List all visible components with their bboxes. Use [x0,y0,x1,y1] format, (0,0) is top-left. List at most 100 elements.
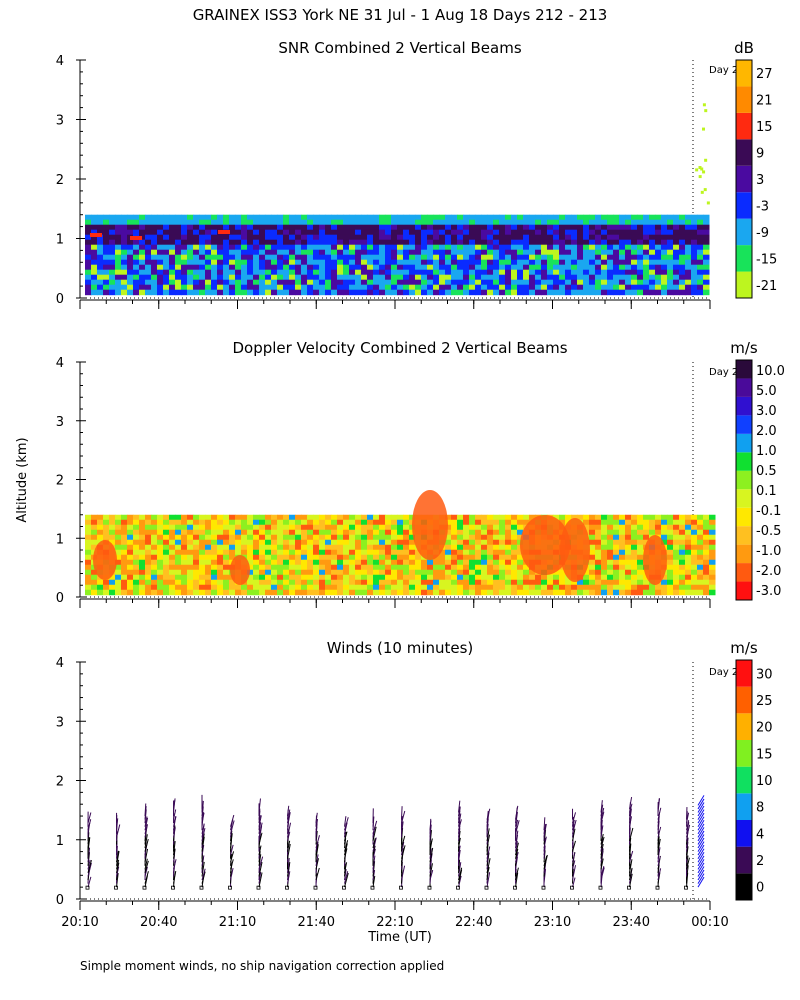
velocity-cell [697,549,704,556]
snr-cell [85,224,92,231]
snr-cell [157,249,164,256]
velocity-cell [529,514,536,521]
snr-cell [211,229,218,236]
snr-cell [655,284,662,291]
wind-barb [458,800,461,813]
snr-cell [103,229,110,236]
snr-cell [607,264,614,271]
snr-cell [691,264,698,271]
footer-note: Simple moment winds, no ship navigation … [80,959,444,973]
snr-cell [685,224,692,231]
snr-cell [589,264,596,271]
velocity-cell [157,559,164,566]
snr-cell [319,239,326,246]
wind-barb [629,859,633,874]
velocity-cell [481,554,488,561]
snr-cell [415,214,422,221]
velocity-cell [685,589,692,596]
snr-cell [325,289,332,296]
velocity-colorbar-label: -0.5 [756,524,781,539]
velocity-cell [403,559,410,566]
wind-barb [572,840,576,852]
snr-cell [619,229,626,236]
snr-cell [439,264,446,271]
snr-cell [499,234,506,241]
snr-cell [415,254,422,261]
velocity-cell [673,549,680,556]
wind-barb [87,859,91,870]
snr-cell [343,214,350,221]
velocity-cell [85,549,92,556]
velocity-cell [187,569,194,576]
snr-cell [451,214,458,221]
snr-cell [571,274,578,281]
snr-cell [307,259,314,266]
snr-cell [583,249,590,256]
velocity-cell [397,579,404,586]
velocity-cell [589,544,596,551]
snr-cell [337,219,344,226]
snr-cell [457,284,464,291]
snr-cell [217,264,224,271]
snr-cell [535,219,542,226]
velocity-cell [409,529,416,536]
velocity-cell [709,534,716,541]
snr-cell [649,219,656,226]
wind-barb [287,822,292,838]
velocity-cell [313,519,320,526]
velocity-cell [385,584,392,591]
velocity-cell [313,569,320,576]
velocity-cell [355,579,362,586]
velocity-cell [409,539,416,546]
velocity-colorbar-swatch [736,544,752,564]
velocity-cell [349,529,356,536]
velocity-colorbar-swatch [736,563,752,582]
snr-cell [625,239,632,246]
snr-cell [427,264,434,271]
velocity-cell [265,534,272,541]
velocity-cell [187,544,194,551]
velocity-cell [253,544,260,551]
snr-cell [517,269,524,276]
snr-cell [421,264,428,271]
wind-barb [543,854,548,870]
wind-barb [486,867,490,877]
snr-cell [685,274,692,281]
snr-cell [349,219,356,226]
snr-cell [487,269,494,276]
velocity-cell [355,569,362,576]
velocity-cell [697,564,704,571]
velocity-cell [415,579,422,586]
velocity-cell [433,584,440,591]
snr-cell [565,269,572,276]
snr-cell [253,244,260,251]
snr-cell [115,229,122,236]
snr-cell [259,244,266,251]
snr-cell [391,234,398,241]
velocity-cell [691,539,698,546]
velocity-cell [439,584,446,591]
snr-cell [163,279,170,286]
wind-barb [600,848,604,863]
velocity-cell [499,574,506,581]
snr-cell [235,264,242,271]
snr-cell [463,269,470,276]
wind-station-marker [85,885,90,890]
snr-cell [253,239,260,246]
velocity-cell [91,544,98,551]
velocity-cell [607,579,614,586]
velocity-colorbar-swatch [736,396,752,416]
snr-cell [619,234,626,241]
wind-barb [344,840,349,852]
wind-barb [201,812,205,824]
wind-barb [697,862,705,874]
snr-cell [415,259,422,266]
snr-cell [349,244,356,251]
snr-cell [607,289,614,296]
wind-barb [401,821,404,834]
snr-cell [487,289,494,296]
wind-station-marker [342,885,346,890]
velocity-cell [595,569,602,576]
velocity-cell [211,574,218,581]
velocity-cell [295,579,302,586]
